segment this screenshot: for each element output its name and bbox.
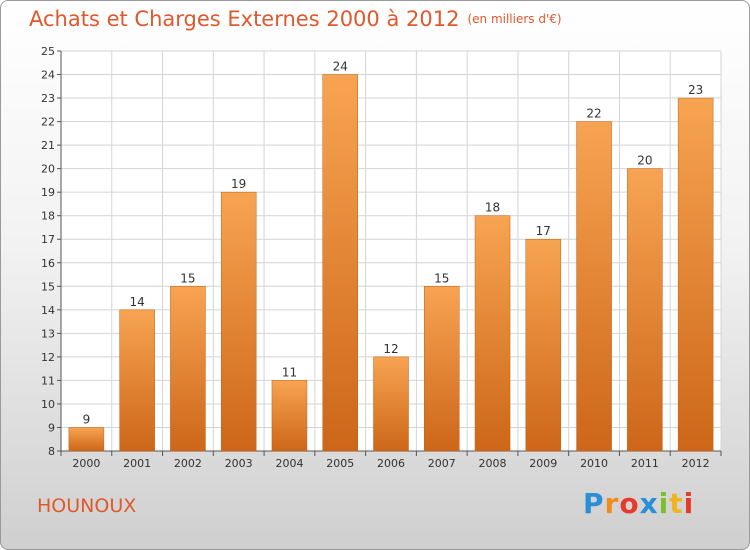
data-label-2011: 20 [637, 154, 652, 168]
x-tick-label-2000: 2000 [72, 457, 100, 470]
y-tick-label: 20 [41, 163, 55, 176]
x-tick-label-2003: 2003 [225, 457, 253, 470]
y-tick-label: 11 [41, 374, 55, 387]
x-tick-label-2001: 2001 [123, 457, 151, 470]
x-tick-label-2002: 2002 [174, 457, 202, 470]
bar-2009 [525, 238, 562, 452]
y-tick-label: 16 [41, 257, 55, 270]
y-tick-label: 12 [41, 351, 55, 364]
bar-2001 [119, 309, 155, 452]
y-tick-label: 18 [41, 210, 55, 223]
y-tick-label: 15 [41, 280, 55, 293]
y-tick-label: 24 [41, 69, 55, 82]
y-tick-label: 22 [41, 116, 55, 129]
chart-title-text: Achats et Charges Externes 2000 à 2012 [29, 7, 460, 31]
x-tick-label-2012: 2012 [682, 457, 710, 470]
data-label-2002: 15 [180, 271, 195, 285]
data-label-2007: 15 [434, 271, 449, 285]
data-label-2004: 11 [282, 365, 297, 379]
y-tick-label: 9 [48, 421, 55, 434]
x-tick-label-2007: 2007 [428, 457, 456, 470]
logo-letter: r [604, 487, 620, 520]
chart-title: Achats et Charges Externes 2000 à 2012 (e… [29, 7, 562, 31]
data-label-2005: 24 [333, 60, 348, 74]
x-tick-label-2011: 2011 [631, 457, 659, 470]
y-tick-label: 25 [41, 45, 55, 58]
y-tick-label: 23 [41, 92, 55, 105]
x-tick-label-2006: 2006 [377, 457, 405, 470]
data-label-2000: 9 [83, 412, 91, 426]
bar-2008 [474, 215, 511, 452]
bar-2007 [424, 286, 460, 452]
logo-letter: i [683, 487, 695, 520]
logo-letter: t [669, 487, 684, 520]
bar-2010 [576, 121, 612, 452]
data-label-2006: 12 [383, 342, 398, 356]
x-tick-label-2008: 2008 [479, 457, 507, 470]
y-tick-label: 19 [41, 186, 55, 199]
x-tick-label-2005: 2005 [326, 457, 354, 470]
bar-2011 [627, 168, 663, 452]
data-label-2010: 22 [586, 107, 601, 121]
chart-subtitle: (en milliers d'€) [467, 12, 562, 26]
bar-2002 [170, 286, 206, 452]
x-tick-label-2004: 2004 [275, 457, 303, 470]
x-tick-label-2010: 2010 [580, 457, 608, 470]
bar-2004 [271, 380, 308, 452]
logo-letter: i [658, 487, 670, 520]
bar-2003 [220, 191, 257, 452]
data-label-2012: 23 [688, 83, 703, 97]
bar-2005 [322, 74, 358, 452]
data-label-2001: 14 [130, 295, 145, 309]
y-tick-label: 10 [41, 398, 55, 411]
location-name: HOUNOUX [37, 495, 137, 517]
bar-2006 [373, 356, 409, 452]
y-tick-label: 21 [41, 139, 55, 152]
y-tick-label: 8 [48, 445, 55, 458]
bar-2012 [677, 97, 714, 452]
y-tick-label: 14 [41, 304, 55, 317]
data-label-2008: 18 [485, 201, 500, 215]
y-tick-label: 13 [41, 327, 55, 340]
bar-2000 [68, 427, 105, 452]
proxiti-logo: Proxiti [583, 487, 694, 520]
logo-letter: P [583, 487, 605, 520]
data-label-2009: 17 [536, 224, 551, 238]
data-label-2003: 19 [231, 177, 246, 191]
x-tick-label-2009: 2009 [529, 457, 557, 470]
y-tick-label: 17 [41, 233, 55, 246]
logo-letter: o [619, 487, 640, 520]
logo-letter: x [639, 487, 659, 520]
